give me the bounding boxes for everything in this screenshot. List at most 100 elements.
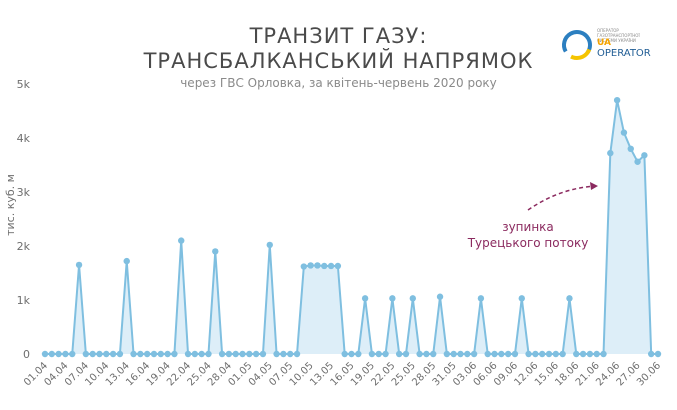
data-point <box>62 350 69 358</box>
data-point <box>48 350 56 358</box>
data-point <box>225 350 233 358</box>
data-point <box>641 152 648 159</box>
data-point <box>375 350 382 358</box>
data-point <box>484 350 491 358</box>
data-point <box>314 262 321 269</box>
data-point <box>423 350 430 358</box>
data-point <box>361 295 369 302</box>
x-tick-label: 30.06 <box>635 360 663 388</box>
data-point <box>504 350 512 358</box>
data-point <box>464 350 471 358</box>
data-point <box>171 350 178 358</box>
data-point <box>184 350 192 358</box>
data-point <box>75 261 83 269</box>
y-tick-label: 2k <box>17 240 31 253</box>
data-point <box>552 350 560 358</box>
data-point <box>539 350 546 358</box>
y-axis-label: тис. куб. м <box>4 174 17 236</box>
annotation-line2: Турецького потоку <box>467 236 589 250</box>
data-point <box>137 350 144 358</box>
data-point <box>443 350 451 358</box>
data-point <box>259 350 267 358</box>
annotation-arrow <box>527 185 597 211</box>
data-point <box>382 350 389 358</box>
data-point <box>116 350 124 358</box>
y-tick-label: 3k <box>17 186 31 199</box>
data-point <box>109 350 117 358</box>
data-point <box>573 350 580 358</box>
data-point <box>130 350 137 358</box>
data-point <box>477 295 485 302</box>
data-point <box>89 350 96 358</box>
data-point <box>273 350 280 358</box>
data-point <box>348 350 355 358</box>
data-point <box>593 350 600 358</box>
data-point <box>559 350 566 358</box>
data-point <box>69 350 76 358</box>
data-point <box>103 350 110 358</box>
data-point <box>252 350 260 358</box>
operator-logo: ОПЕРАТОР ГАЗОТРАНСПОРТНОЇ СИСТЕМИ УКРАЇН… <box>560 24 660 68</box>
data-point <box>368 350 376 358</box>
data-point <box>416 350 423 358</box>
data-point <box>586 350 594 358</box>
chart-subtitle: через ГВС Орловка, за квітень-червень 20… <box>180 76 497 90</box>
series-area <box>45 100 658 354</box>
data-point <box>654 350 662 358</box>
data-point <box>232 350 239 358</box>
data-point <box>409 295 416 302</box>
y-tick-label: 4k <box>17 132 31 145</box>
data-point <box>96 350 103 358</box>
data-point <box>634 158 641 165</box>
chart-title-line2: ТРАНСБАЛКАНСЬКИЙ НАПРЯМОК <box>143 49 534 73</box>
data-point <box>389 295 396 302</box>
y-tick-label: 0 <box>23 348 30 361</box>
data-point <box>293 350 301 358</box>
logo-small-text: ОПЕРАТОР ГАЗОТРАНСПОРТНОЇ СИСТЕМИ УКРАЇН… <box>597 28 640 43</box>
data-point <box>239 350 246 358</box>
data-point <box>430 350 437 358</box>
data-point <box>157 350 164 358</box>
data-point <box>511 350 519 358</box>
data-point <box>218 350 226 358</box>
data-point <box>600 350 607 358</box>
data-point <box>321 262 328 270</box>
data-point <box>300 263 308 270</box>
data-point <box>150 350 158 358</box>
data-point <box>212 248 219 255</box>
data-point <box>613 97 621 104</box>
series-line <box>45 99 658 355</box>
data-point <box>246 350 253 358</box>
data-point <box>327 262 335 270</box>
logo-ua: UA <box>597 38 611 48</box>
data-point <box>334 262 342 270</box>
data-point <box>178 237 185 244</box>
data-point <box>41 350 49 358</box>
data-point <box>498 350 505 358</box>
annotation-arrowhead <box>590 182 598 190</box>
annotation-line1: зупинка <box>502 220 554 234</box>
data-point <box>287 350 294 358</box>
data-point <box>450 350 457 358</box>
data-point <box>341 350 348 358</box>
data-point <box>457 350 464 358</box>
data-point <box>491 350 498 358</box>
data-point <box>280 350 287 358</box>
data-point <box>579 350 587 358</box>
y-tick-label: 5k <box>17 78 31 91</box>
data-point <box>518 295 525 302</box>
data-point <box>627 145 634 152</box>
data-point <box>566 295 573 302</box>
data-point <box>470 350 478 358</box>
data-point <box>545 350 553 358</box>
data-point <box>532 350 539 358</box>
data-point <box>55 350 62 358</box>
data-point <box>620 129 628 136</box>
data-point <box>266 241 273 249</box>
data-point <box>82 350 90 358</box>
data-point <box>395 350 403 358</box>
data-point <box>607 149 614 157</box>
data-point <box>436 293 444 300</box>
logo-icon <box>562 30 592 60</box>
